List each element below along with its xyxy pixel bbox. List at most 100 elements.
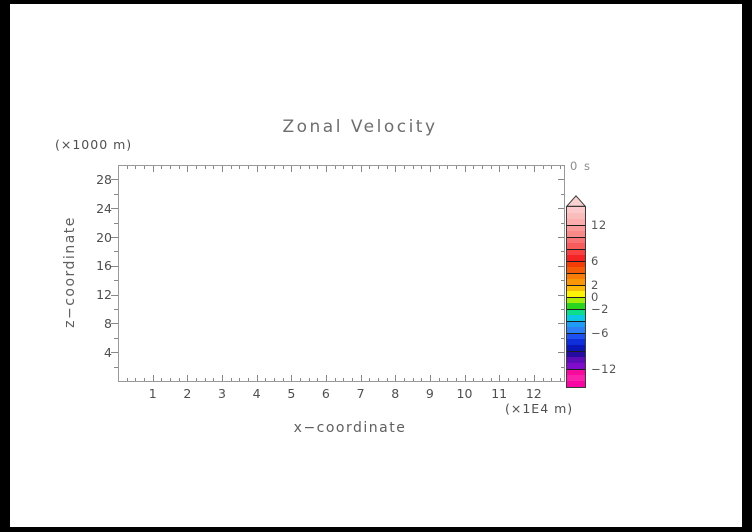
- colorbar-divider: [567, 236, 585, 238]
- colorbar-segment: [567, 297, 585, 303]
- plot-area: [118, 165, 565, 382]
- x-minor-tick-top: [135, 166, 137, 169]
- x-minor-tick-top: [421, 166, 423, 169]
- x-minor-tick-bottom: [490, 378, 492, 381]
- colorbar-segment: [567, 309, 585, 315]
- x-tick-label: 12: [525, 386, 542, 401]
- colorbar-segment: [567, 363, 585, 369]
- x-minor-tick-top: [447, 166, 449, 169]
- colorbar-segment: [567, 345, 585, 351]
- colorbar-segment: [567, 267, 585, 273]
- x-minor-tick-top: [239, 166, 241, 169]
- colorbar-segment: [567, 291, 585, 297]
- x-minor-tick-top: [317, 166, 319, 169]
- y-tick-label: 16: [96, 258, 112, 274]
- chart-title: Zonal Velocity: [282, 117, 438, 137]
- x-minor-tick-bottom: [239, 378, 241, 381]
- x-minor-tick-top: [516, 166, 518, 169]
- x-minor-tick-top: [299, 166, 301, 169]
- x-minor-tick-top: [412, 166, 414, 169]
- x-minor-tick-bottom: [170, 378, 171, 381]
- x-tick-label: 1: [148, 386, 157, 401]
- x-major-tick-top: [533, 166, 535, 172]
- colorbar-label: 6: [591, 253, 599, 268]
- y-tick-label: 12: [96, 287, 112, 303]
- x-minor-tick-top: [473, 166, 475, 169]
- x-major-tick-top: [464, 166, 466, 172]
- colorbar-segment: [567, 339, 585, 345]
- x-major-tick-bottom: [256, 375, 258, 381]
- x-tick-label: 7: [356, 386, 365, 401]
- x-major-tick-top: [222, 166, 223, 172]
- x-major-tick-top: [429, 166, 431, 172]
- colorbar-label: 2: [591, 277, 599, 292]
- x-minor-tick-bottom: [559, 378, 561, 381]
- x-minor-tick-bottom: [178, 378, 180, 381]
- y-minor-tick-right: [561, 193, 564, 195]
- y-minor-tick-left: [114, 193, 118, 195]
- y-minor-tick-left: [114, 366, 118, 368]
- colorbar-divider: [567, 308, 585, 310]
- colorbar-divider: [567, 260, 585, 262]
- x-minor-tick-bottom: [230, 378, 232, 381]
- y-minor-tick-right: [561, 280, 564, 282]
- x-major-tick-top: [256, 166, 258, 172]
- x-minor-tick-bottom: [196, 378, 197, 381]
- x-minor-tick-top: [213, 166, 215, 169]
- colorbar-divider: [567, 272, 585, 274]
- colorbar-label: −6: [591, 325, 609, 340]
- x-minor-tick-top: [334, 166, 336, 169]
- x-minor-tick-top: [204, 166, 206, 169]
- y-minor-tick-left: [114, 222, 118, 224]
- x-minor-tick-top: [481, 166, 483, 169]
- x-major-tick-bottom: [429, 375, 431, 381]
- x-major-tick-bottom: [499, 375, 501, 381]
- y-axis-unit-label: (×1000 m): [55, 137, 133, 152]
- x-minor-tick-bottom: [213, 378, 215, 381]
- y-minor-tick-left: [114, 280, 118, 282]
- colorbar-segment: [567, 207, 585, 213]
- x-minor-tick-top: [403, 166, 405, 169]
- colorbar-segment: [567, 219, 585, 225]
- y-major-tick-left: [111, 352, 118, 354]
- colorbar-segment: [567, 249, 585, 255]
- y-major-tick-right: [558, 208, 564, 210]
- x-minor-tick-bottom: [551, 378, 553, 381]
- y-minor-tick-left: [114, 309, 118, 310]
- x-minor-tick-top: [551, 166, 553, 169]
- y-major-tick-right: [558, 237, 564, 238]
- x-minor-tick-top: [273, 166, 275, 169]
- x-minor-tick-bottom: [334, 378, 336, 381]
- colorbar-segment: [567, 381, 585, 387]
- y-major-tick-left: [111, 237, 118, 238]
- x-minor-tick-top: [144, 166, 145, 169]
- x-minor-tick-bottom: [135, 378, 137, 381]
- x-major-tick-bottom: [187, 375, 189, 381]
- x-minor-tick-bottom: [299, 378, 301, 381]
- colorbar-segment: [567, 375, 585, 381]
- x-minor-tick-top: [308, 166, 310, 169]
- colorbar-divider: [567, 350, 585, 352]
- y-minor-tick-right: [561, 251, 564, 253]
- x-minor-tick-bottom: [403, 378, 405, 381]
- x-minor-tick-bottom: [386, 378, 388, 381]
- x-minor-tick-top: [386, 166, 388, 169]
- colorbar-segment: [567, 225, 585, 231]
- y-major-tick-right: [558, 265, 564, 267]
- colorbar-label: 0: [591, 289, 599, 304]
- x-axis-title: x−coordinate: [293, 420, 407, 436]
- colorbar-segment: [567, 303, 585, 309]
- colorbar-segment: [567, 243, 585, 249]
- x-axis-unit-label: (×1E4 m): [505, 401, 574, 416]
- y-major-tick-right: [558, 352, 564, 354]
- y-minor-tick-right: [561, 222, 564, 224]
- colorbar-segment: [567, 213, 585, 219]
- x-minor-tick-bottom: [525, 378, 527, 381]
- x-minor-tick-bottom: [317, 378, 319, 381]
- x-major-tick-bottom: [152, 375, 154, 381]
- x-minor-tick-bottom: [161, 378, 163, 381]
- x-minor-tick-bottom: [282, 378, 284, 381]
- x-minor-tick-top: [230, 166, 232, 169]
- y-major-tick-left: [111, 179, 118, 181]
- x-minor-tick-top: [438, 166, 440, 169]
